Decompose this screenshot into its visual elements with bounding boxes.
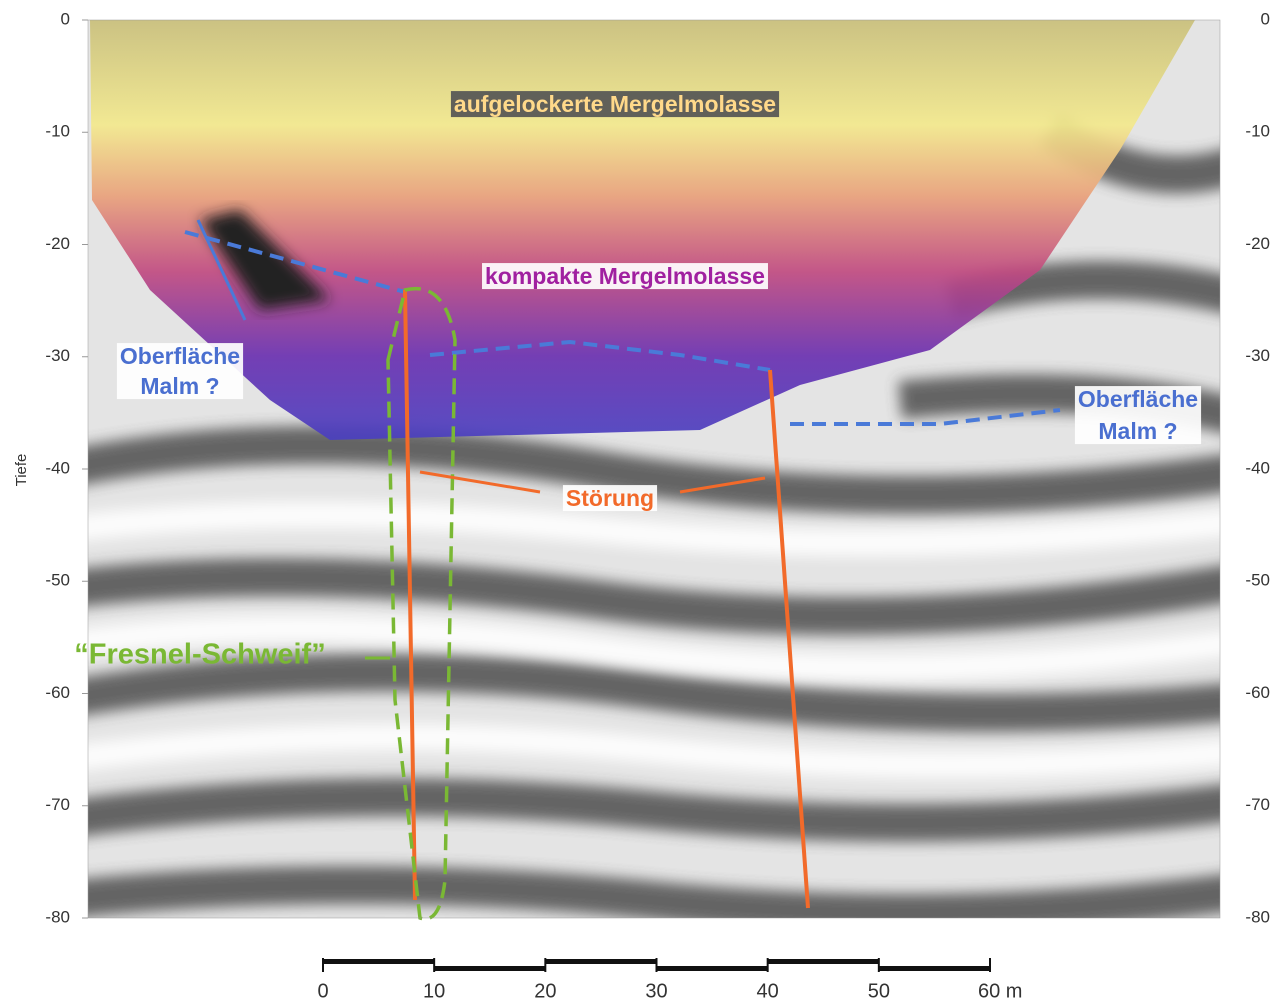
y-tick-label: -70 [45,795,70,814]
y-tick-label: -40 [45,458,70,477]
scale-label: 50 [868,980,890,1002]
y2-tick-label: -60 [1245,683,1270,702]
annotation-text: aufgelockerte Mergelmolasse [454,91,776,117]
annotation-background [450,91,780,118]
annotation: kompakte Mergelmolasse [482,263,768,290]
annotation-text: “Fresnel-Schweif” [74,639,325,671]
scale-label: 40 [757,980,779,1002]
scale-label: 30 [645,980,667,1002]
y-tick-label: -30 [45,346,70,365]
y-tick-label: 0 [61,9,70,28]
y-tick-label: -20 [45,234,70,253]
scale-label: 20 [534,980,556,1002]
y-axis-label: Tiefe [13,454,30,487]
y2-tick-label: -30 [1245,346,1270,365]
scale-segment [434,966,546,971]
scale-segment [545,959,657,964]
scale-segment [656,966,768,971]
annotation: “Fresnel-Schweif” [74,639,325,671]
y2-tick-label: -10 [1245,122,1270,141]
y-tick-label: -50 [45,571,70,590]
y2-tick-label: -20 [1245,234,1270,253]
annotation: Störung [562,485,658,512]
scale-label: 0 [317,980,328,1002]
interpretation-lines [184,219,1061,921]
annotation: aufgelockerte Mergelmolasse [450,91,780,118]
annotation-text: Störung [566,485,654,511]
seismic-section [88,20,1220,918]
y2-tick-label: 0 [1261,9,1270,28]
annotation-background [562,485,658,512]
annotation-text: kompakte Mergelmolasse [485,263,765,289]
y2-tick-label: -40 [1245,458,1270,477]
y-tick-label: -80 [45,907,70,926]
annotation-text: Malm ? [1098,418,1177,444]
y2-tick-label: -80 [1245,907,1270,926]
scale-segment [323,959,435,964]
annotation-text: Oberfläche [1078,386,1198,412]
annotation-background [1074,386,1202,445]
annotation-background [482,263,768,290]
scale-label: 10 [423,980,445,1002]
y-tick-label: -60 [45,683,70,702]
annotation-text: Malm ? [140,373,219,399]
scale-segment [767,959,879,964]
scale-label: 60 m [978,980,1022,1002]
annotation-background [116,343,244,400]
y2-tick-label: -70 [1245,795,1270,814]
y-tick-label: -10 [45,122,70,141]
annotation: Oberfläche Malm ? [116,343,244,400]
y2-tick-label: -50 [1245,571,1270,590]
annotation: Oberfläche Malm ? [1074,386,1202,445]
annotation-text: Oberfläche [120,343,240,369]
scale-segment [878,966,990,971]
